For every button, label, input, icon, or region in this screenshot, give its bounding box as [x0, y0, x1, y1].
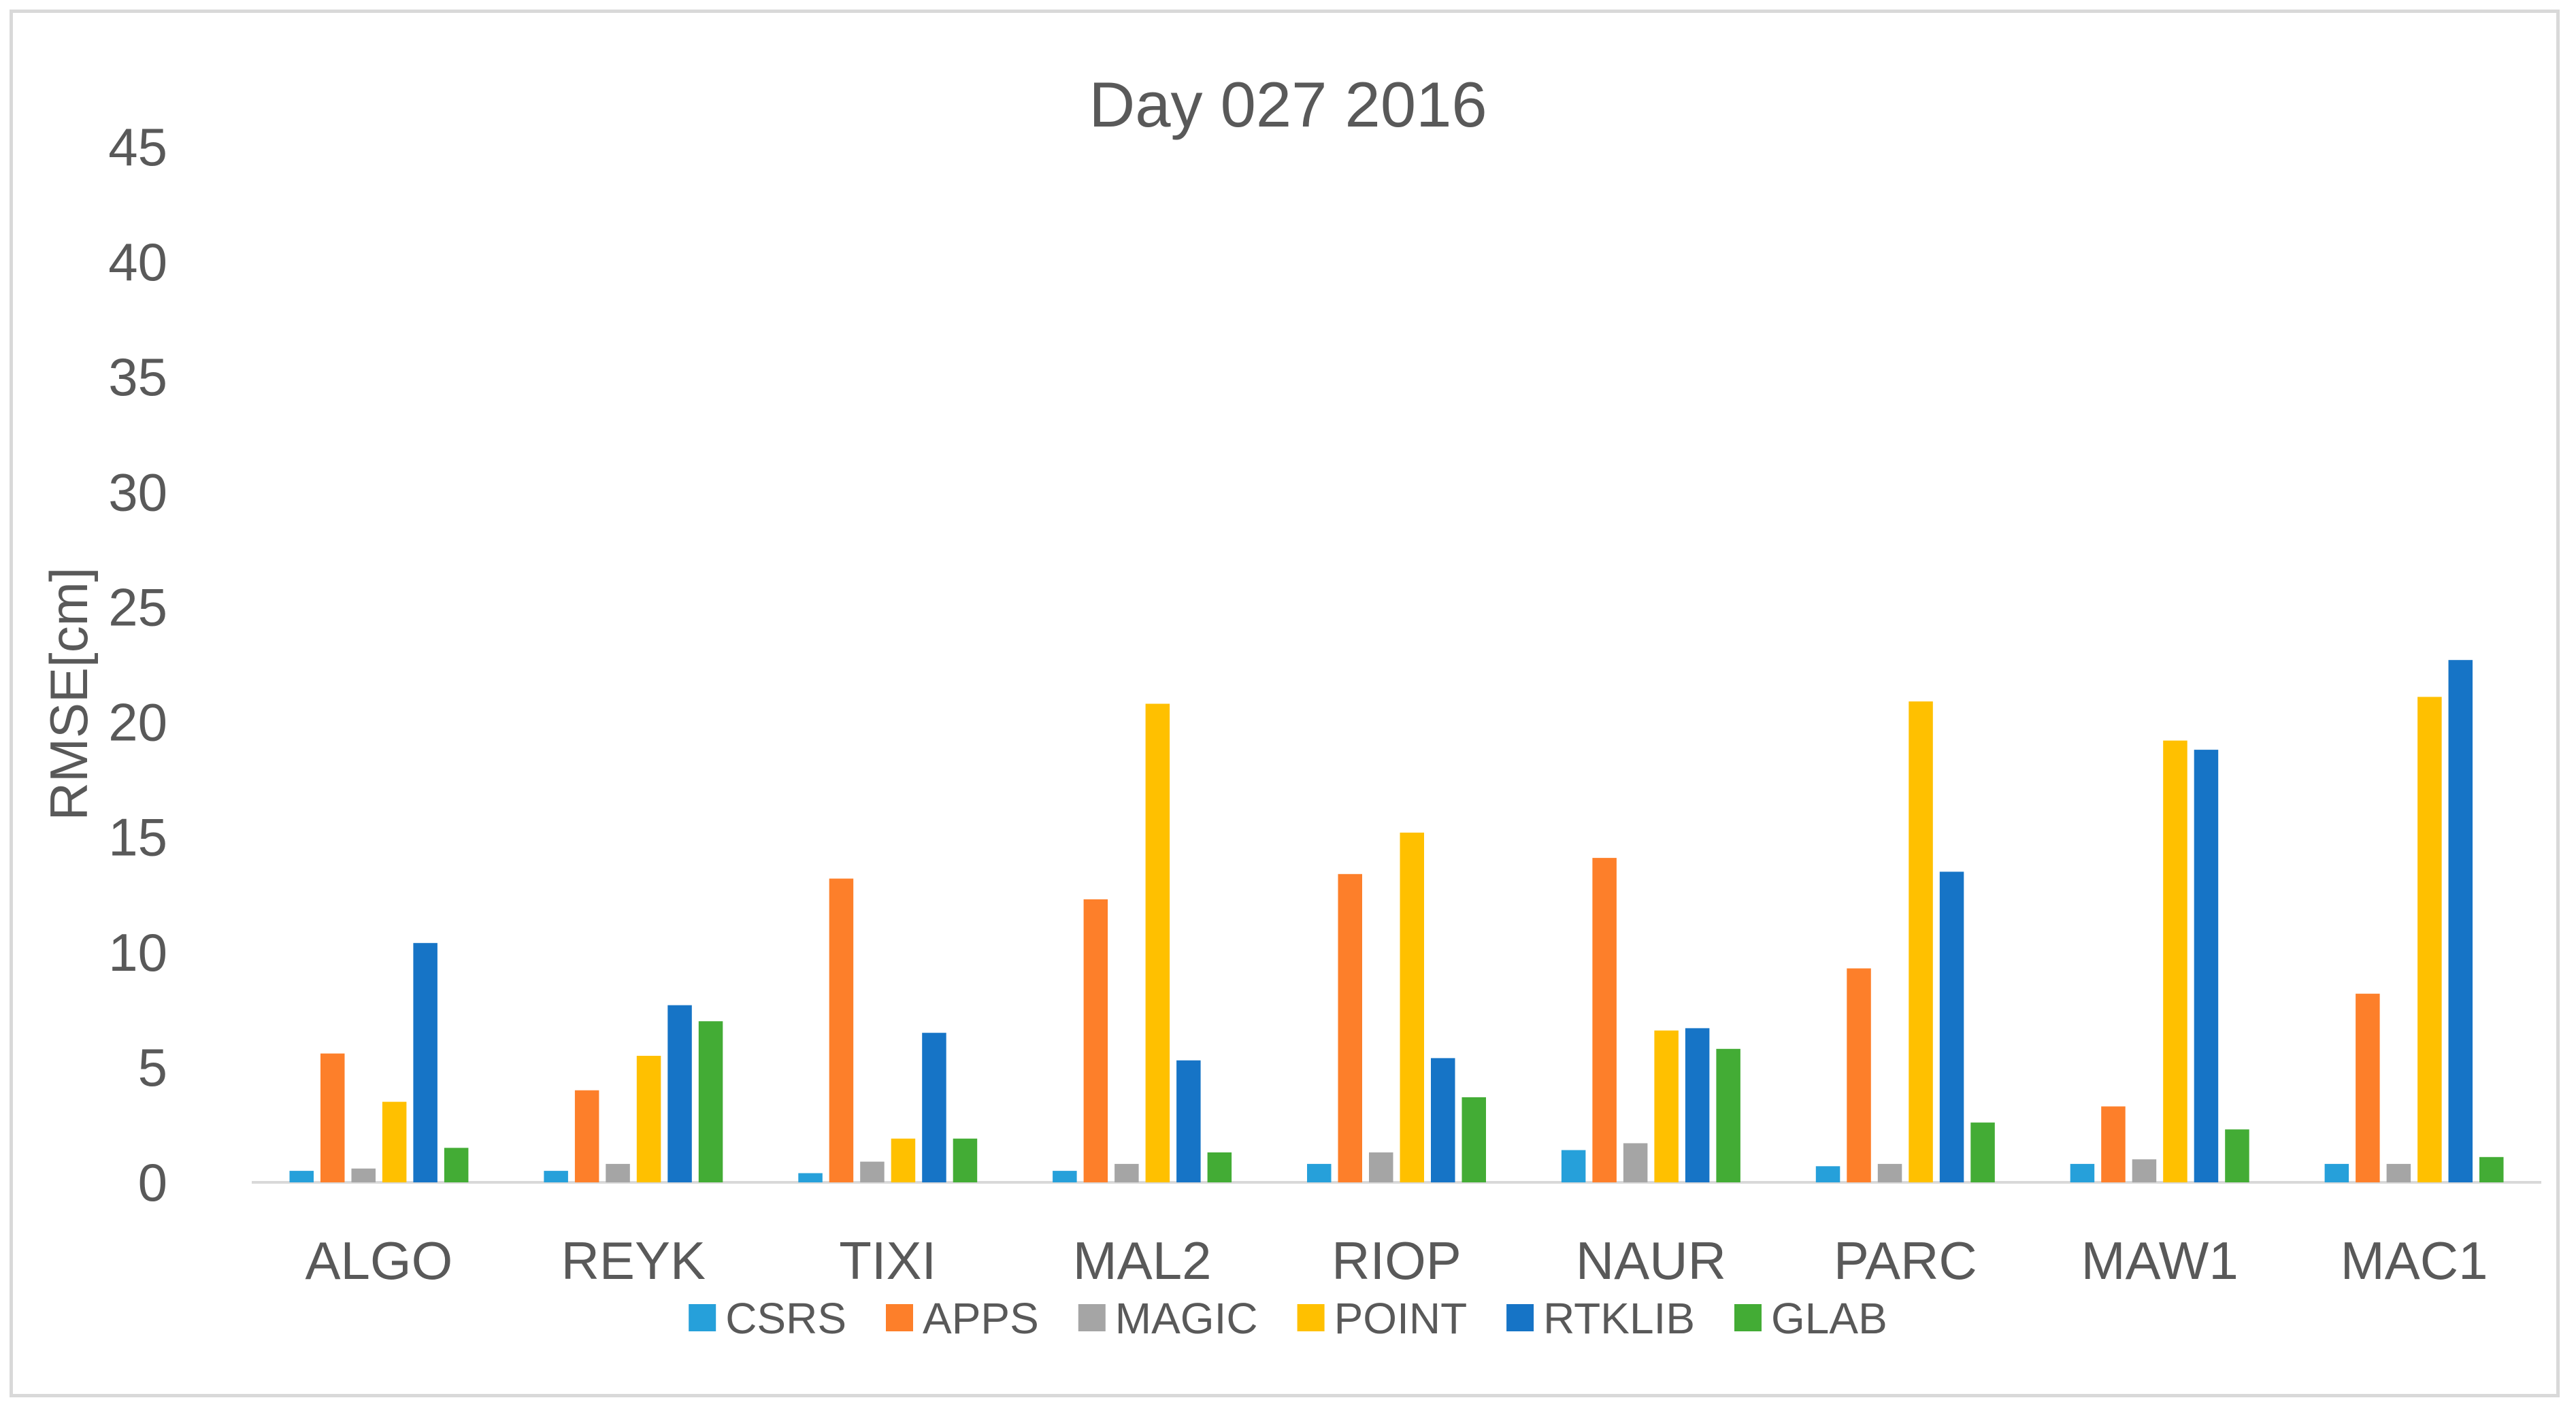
bar-magic-riop [1369, 1152, 1393, 1182]
y-axis-title: RMSE[cm] [39, 567, 99, 821]
legend-label-magic: MAGIC [1115, 1294, 1258, 1343]
bar-glab-naur [1716, 1048, 1740, 1182]
bar-apps-parc [1847, 968, 1871, 1182]
y-tick-label: 45 [108, 117, 167, 177]
legend-swatch-magic [1078, 1304, 1106, 1331]
bar-csrs-tixi [798, 1173, 823, 1182]
bar-magic-naur [1623, 1143, 1648, 1182]
bar-rtklib-maw1 [2194, 750, 2219, 1182]
bar-csrs-reyk [544, 1171, 568, 1182]
legend-label-apps: APPS [923, 1294, 1039, 1343]
bar-glab-algo [444, 1148, 469, 1182]
bar-magic-reyk [606, 1163, 630, 1182]
legend-swatch-rtklib [1506, 1304, 1534, 1331]
bar-magic-tixi [860, 1161, 885, 1182]
bars [289, 660, 2504, 1182]
x-tick-label: PARC [1834, 1231, 1977, 1291]
legend-swatch-apps [886, 1304, 913, 1331]
bar-point-algo [382, 1101, 407, 1182]
bar-csrs-mac1 [2324, 1163, 2349, 1182]
bar-rtklib-mal2 [1176, 1060, 1201, 1182]
bar-magic-algo [351, 1168, 376, 1182]
bar-magic-maw1 [2132, 1159, 2157, 1182]
y-tick-label: 35 [108, 347, 167, 407]
bar-csrs-riop [1307, 1163, 1332, 1182]
legend-swatch-point [1297, 1304, 1325, 1331]
y-tick-label: 25 [108, 577, 167, 637]
y-tick-label: 5 [138, 1037, 167, 1097]
y-tick-label: 15 [108, 808, 167, 867]
x-tick-label: MAL2 [1073, 1231, 1212, 1291]
bar-glab-maw1 [2225, 1129, 2249, 1182]
bar-glab-mac1 [2479, 1156, 2504, 1182]
bar-apps-reyk [574, 1090, 599, 1182]
x-tick-label: ALGO [306, 1231, 453, 1291]
bar-magic-parc [1877, 1163, 1902, 1182]
x-tick-label: MAW1 [2081, 1231, 2239, 1291]
bar-glab-tixi [953, 1138, 978, 1182]
bar-rtklib-algo [413, 943, 437, 1182]
bar-glab-riop [1462, 1097, 1486, 1182]
bar-magic-mac1 [2386, 1163, 2411, 1182]
bar-apps-tixi [829, 878, 854, 1182]
x-tick-label: TIXI [839, 1231, 936, 1291]
bar-rtklib-naur [1685, 1028, 1710, 1182]
bar-apps-mac1 [2356, 993, 2380, 1182]
bar-point-tixi [891, 1138, 916, 1182]
bar-point-parc [1909, 701, 1933, 1182]
bar-csrs-mal2 [1053, 1171, 1077, 1182]
x-tick-label: REYK [561, 1231, 706, 1291]
y-axis: 0 5 10 15 20 25 30 35 40 45 [108, 117, 167, 1212]
legend-swatch-glab [1734, 1304, 1762, 1331]
bar-magic-mal2 [1114, 1163, 1139, 1182]
x-tick-label: RIOP [1332, 1231, 1462, 1291]
bar-csrs-parc [1815, 1166, 1840, 1182]
bar-point-riop [1400, 832, 1424, 1182]
bar-point-reyk [636, 1056, 661, 1182]
bar-csrs-naur [1561, 1150, 1586, 1182]
bar-apps-riop [1338, 873, 1362, 1182]
legend-label-point: POINT [1334, 1294, 1468, 1343]
y-tick-label: 0 [138, 1152, 167, 1212]
bar-csrs-maw1 [2070, 1163, 2095, 1182]
bar-rtklib-mac1 [2448, 660, 2473, 1182]
bar-point-mac1 [2417, 697, 2442, 1182]
y-tick-label: 40 [108, 232, 167, 292]
bar-rtklib-parc [1939, 871, 1964, 1182]
y-tick-label: 20 [108, 693, 167, 752]
bar-glab-parc [1970, 1122, 1995, 1182]
bar-apps-naur [1592, 858, 1617, 1182]
bar-rtklib-tixi [922, 1033, 946, 1182]
bar-point-maw1 [2163, 740, 2187, 1182]
legend: CSRS APPS MAGIC POINT RTKLIB GLAB [689, 1294, 1887, 1343]
bar-apps-maw1 [2101, 1106, 2126, 1182]
bar-glab-mal2 [1207, 1152, 1232, 1182]
bar-rtklib-reyk [667, 1005, 692, 1182]
x-axis: ALGO REYK TIXI MAL2 RIOP NAUR PARC MAW1 MAC1 [306, 1231, 2488, 1291]
bar-apps-mal2 [1083, 899, 1108, 1182]
bar-glab-reyk [698, 1021, 723, 1182]
legend-label-rtklib: RTKLIB [1543, 1294, 1695, 1343]
y-tick-label: 30 [108, 462, 167, 522]
x-tick-label: NAUR [1576, 1231, 1726, 1291]
y-tick-label: 10 [108, 922, 167, 982]
bar-point-mal2 [1145, 703, 1170, 1182]
chart-title: Day 027 2016 [1089, 69, 1487, 140]
bar-csrs-algo [289, 1171, 314, 1182]
legend-label-csrs: CSRS [725, 1294, 846, 1343]
legend-swatch-csrs [689, 1304, 716, 1331]
bar-apps-algo [320, 1053, 345, 1182]
bar-point-naur [1654, 1030, 1679, 1182]
legend-label-glab: GLAB [1771, 1294, 1887, 1343]
x-tick-label: MAC1 [2341, 1231, 2488, 1291]
bar-rtklib-riop [1431, 1058, 1455, 1182]
